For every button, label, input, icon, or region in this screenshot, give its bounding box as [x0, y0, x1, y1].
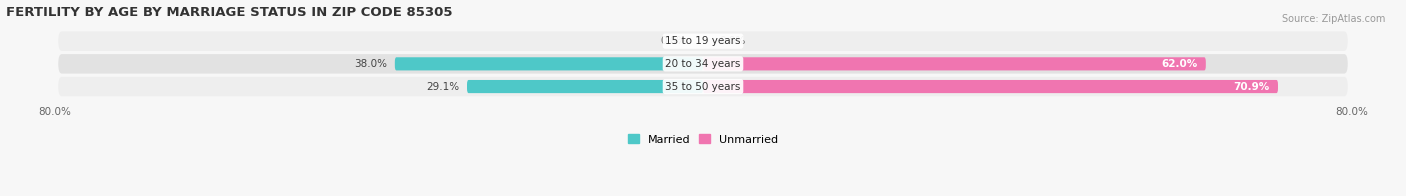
Text: 70.9%: 70.9% — [1233, 82, 1270, 92]
Text: Source: ZipAtlas.com: Source: ZipAtlas.com — [1281, 14, 1385, 24]
Text: 0.0%: 0.0% — [661, 36, 686, 46]
FancyBboxPatch shape — [58, 54, 1348, 74]
Text: 29.1%: 29.1% — [426, 82, 458, 92]
Text: 20 to 34 years: 20 to 34 years — [665, 59, 741, 69]
Legend: Married, Unmarried: Married, Unmarried — [627, 134, 779, 145]
FancyBboxPatch shape — [703, 57, 1206, 70]
Text: FERTILITY BY AGE BY MARRIAGE STATUS IN ZIP CODE 85305: FERTILITY BY AGE BY MARRIAGE STATUS IN Z… — [6, 5, 453, 19]
FancyBboxPatch shape — [58, 31, 1348, 51]
Text: 38.0%: 38.0% — [354, 59, 387, 69]
Text: 35 to 50 years: 35 to 50 years — [665, 82, 741, 92]
FancyBboxPatch shape — [395, 57, 703, 70]
Text: 62.0%: 62.0% — [1161, 59, 1198, 69]
FancyBboxPatch shape — [467, 80, 703, 93]
Text: 0.0%: 0.0% — [720, 36, 745, 46]
Text: 15 to 19 years: 15 to 19 years — [665, 36, 741, 46]
FancyBboxPatch shape — [703, 80, 1278, 93]
FancyBboxPatch shape — [58, 77, 1348, 96]
